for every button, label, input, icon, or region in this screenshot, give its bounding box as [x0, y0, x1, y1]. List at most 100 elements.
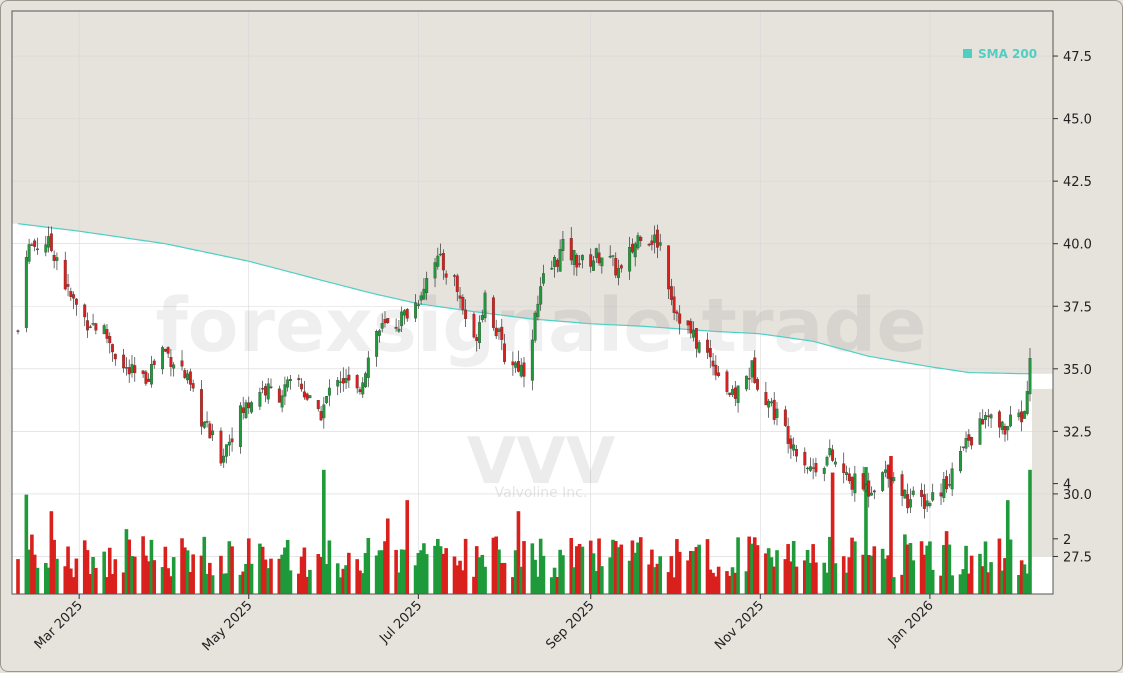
volume-bar — [841, 556, 846, 594]
candle-body — [592, 260, 595, 271]
volume-bar — [16, 559, 20, 594]
volume-bar — [908, 543, 913, 594]
volume-bar — [989, 562, 993, 594]
volume-bar — [705, 539, 710, 594]
candle-body — [1017, 412, 1021, 418]
volume-bar — [919, 541, 924, 594]
candle-body — [355, 375, 359, 389]
volume-bar — [130, 555, 134, 594]
candle-body — [200, 389, 203, 427]
candle-body — [1003, 426, 1007, 435]
volume-bar — [650, 549, 654, 594]
candle-body — [553, 257, 557, 267]
price-axis: 27.5 30.0 32.5 35.0 37.5 40.0 42.5 45.0 47.5 — [1053, 50, 1092, 565]
candle-body — [725, 371, 729, 392]
candle-body — [984, 415, 987, 420]
candle-body — [403, 310, 406, 316]
volume-bar — [71, 577, 76, 594]
volume-bar — [102, 551, 106, 594]
volume-bar — [736, 537, 740, 594]
candle-body — [286, 379, 290, 388]
volume-bar — [803, 560, 807, 594]
candle-body — [88, 326, 92, 328]
volume-bar — [82, 540, 87, 594]
volume-bar — [791, 540, 796, 594]
candle-body — [24, 256, 28, 328]
volume-bar — [775, 550, 779, 594]
volume-bar — [652, 567, 657, 594]
volume-bar — [872, 546, 877, 594]
candle-body — [611, 255, 615, 257]
candlesticks — [16, 224, 1032, 519]
volume-bar — [530, 543, 535, 594]
candle-body — [608, 255, 612, 258]
candle-body — [238, 405, 242, 447]
volume-bar — [244, 563, 248, 594]
volume-bar — [947, 544, 952, 594]
candle-body — [211, 430, 215, 436]
volume-bar — [769, 557, 774, 594]
volume-bar — [69, 568, 73, 594]
volume-bar — [911, 560, 916, 594]
volume-bar — [555, 576, 560, 594]
watermark-ticker: VVV — [467, 425, 616, 499]
volume-bar — [764, 553, 768, 594]
volume-bar — [341, 568, 346, 594]
volume-bar — [536, 576, 540, 594]
candle-body — [828, 448, 832, 456]
candle-body — [686, 320, 690, 326]
volume-bar — [210, 575, 215, 594]
volume-bar — [121, 572, 126, 594]
volume-bar — [1005, 500, 1010, 594]
date-axis: Mar 2025 May 2025 Jul 2025 Sep 2025 Nov 2025… — [32, 594, 937, 654]
x-tick-label: May 2025 — [200, 598, 256, 654]
volume-bar — [850, 537, 854, 594]
volume-bar — [866, 554, 871, 594]
volume-bar — [766, 548, 771, 594]
candle-body — [909, 499, 912, 508]
candle-body — [172, 364, 176, 369]
candle-body — [783, 409, 787, 426]
volume-bar — [258, 543, 262, 594]
candle-body — [453, 275, 456, 277]
candle-body — [833, 461, 837, 465]
volume-bar — [141, 536, 145, 594]
candle-body — [144, 371, 148, 384]
candle-body — [394, 327, 398, 329]
candle-body — [444, 273, 448, 278]
volume-bar — [611, 539, 615, 594]
volume-bar — [238, 574, 243, 594]
candle-body — [339, 381, 342, 383]
volume-bar — [422, 543, 426, 594]
candle-body — [44, 244, 48, 253]
candle-body — [122, 354, 126, 369]
volume-bar — [302, 547, 307, 594]
candle-body — [764, 392, 768, 406]
candle-body — [945, 476, 949, 490]
volume-bar — [110, 574, 115, 594]
candle-body — [222, 455, 226, 463]
volume-bar — [283, 547, 287, 594]
volume-bar — [889, 456, 893, 594]
candle-body — [269, 386, 273, 388]
candle-body — [69, 291, 73, 297]
candle-body — [903, 489, 907, 499]
volume-bar — [627, 560, 632, 594]
volume-bar — [689, 550, 693, 594]
candle-body — [822, 468, 826, 474]
candle-body — [130, 364, 134, 373]
candle-body — [152, 360, 156, 365]
volume-bar — [74, 558, 79, 594]
legend-swatch-sma-200 — [963, 49, 972, 58]
volume-bar — [541, 555, 546, 594]
volume-bar — [783, 559, 788, 594]
volume-bar — [697, 544, 701, 594]
candle-body — [669, 286, 673, 300]
volume-bar — [63, 566, 68, 594]
volume-bar — [113, 559, 118, 594]
legend: SMA 200 — [963, 47, 1037, 61]
candle-body — [336, 380, 340, 387]
candle-body — [439, 253, 443, 256]
volume-bar — [552, 567, 557, 594]
volume-bar — [85, 550, 90, 594]
